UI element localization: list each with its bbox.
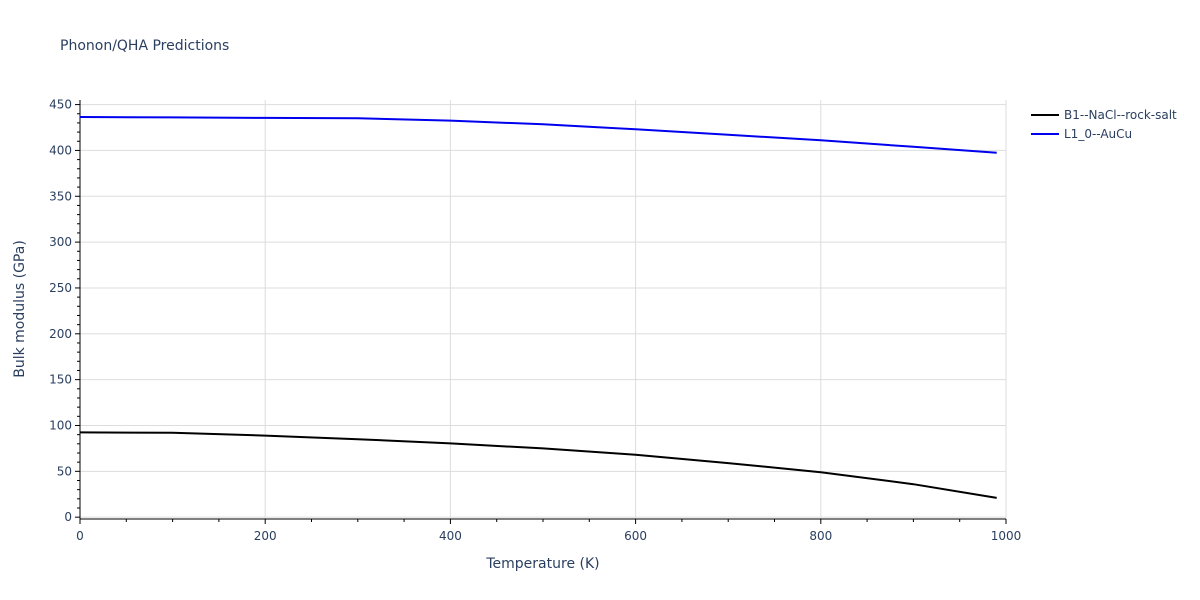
series-lines [79,116,997,499]
legend-label: B1--NaCl--rock-salt [1064,108,1177,122]
axes [75,100,1007,524]
x-tick-label: 800 [809,529,832,543]
legend-label: L1_0--AuCu [1064,127,1132,141]
x-axis-label: Temperature (K) [485,556,599,572]
grid [80,100,1007,519]
y-tick-labels: 0 50 100 150 200 250 300 350 400 450 [49,98,72,525]
legend[interactable]: B1--NaCl--rock-salt L1_0--AuCu [1031,108,1177,141]
y-tick-label: 200 [49,327,72,341]
x-tick-label: 600 [624,529,647,543]
legend-item-1[interactable]: L1_0--AuCu [1031,127,1132,141]
y-tick-label: 300 [49,235,72,249]
y-tick-label: 450 [49,98,72,112]
y-axis-label: Bulk modulus (GPa) [12,240,28,378]
legend-item-0[interactable]: B1--NaCl--rock-salt [1031,108,1177,122]
x-tick-labels: 0 200 400 600 800 1000 [76,529,1021,543]
chart-title: Phonon/QHA Predictions [60,38,229,54]
y-tick-label: 100 [49,418,72,432]
x-tick-label: 200 [254,529,277,543]
y-tick-label: 350 [49,189,72,203]
y-tick-label: 50 [57,464,72,478]
x-tick-label: 400 [439,529,462,543]
series-line-0 [79,431,997,499]
x-tick-label: 0 [76,529,84,543]
y-tick-label: 400 [49,143,72,157]
y-tick-label: 150 [49,373,72,387]
y-tick-label: 250 [49,281,72,295]
series-line-1 [79,116,997,154]
x-tick-label: 1000 [991,529,1022,543]
y-tick-label: 0 [64,510,72,524]
